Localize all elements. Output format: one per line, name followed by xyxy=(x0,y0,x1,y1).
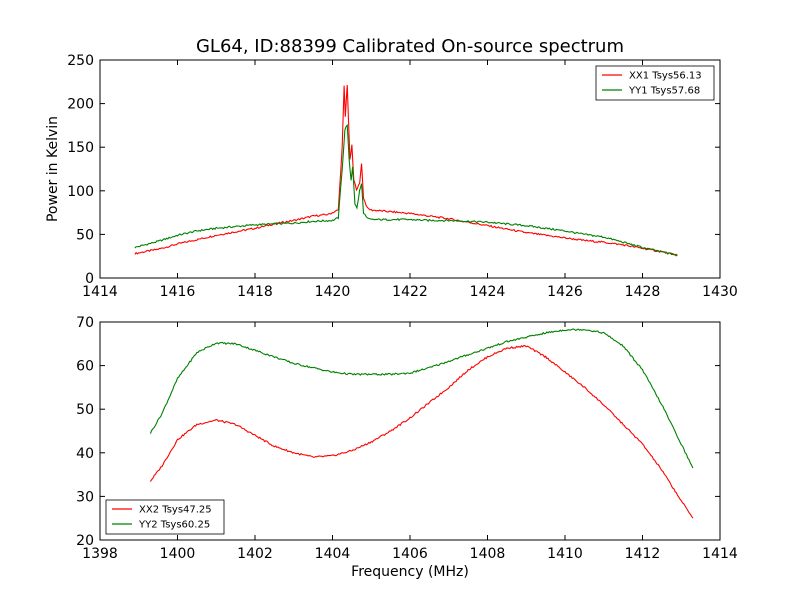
x-tick-label: 1412 xyxy=(625,546,661,562)
legend-box xyxy=(595,65,715,101)
series-line-2 xyxy=(149,328,694,469)
x-tick-label: 1410 xyxy=(547,546,583,562)
x-tick-label: 1426 xyxy=(547,284,583,300)
series-line-2 xyxy=(134,123,678,256)
x-tick-label: 1398 xyxy=(82,546,118,562)
y-tick-label: 50 xyxy=(76,402,94,418)
x-tick-label: 1404 xyxy=(315,546,351,562)
x-tick-label: 1400 xyxy=(160,546,196,562)
legend-entry-label: XX2 Tsys47.25 xyxy=(139,505,212,516)
y-tick-label: 200 xyxy=(67,97,94,113)
legend: XX1 Tsys56.13 YY1 Tsys57.68 xyxy=(595,65,715,101)
legend-entry-label: XX1 Tsys56.13 xyxy=(629,71,702,82)
legend-box xyxy=(105,499,225,535)
y-tick-label: 100 xyxy=(67,184,94,200)
y-axis-label: Power in Kelvin xyxy=(45,116,61,222)
x-tick-label: 1414 xyxy=(82,284,118,300)
chart-top-spectrum: GL64, ID:88399 Calibrated On-source spec… xyxy=(45,36,738,300)
x-axis-label: Frequency (MHz) xyxy=(351,564,469,580)
y-tick-label: 50 xyxy=(76,227,94,243)
legend-entry-label: YY1 Tsys57.68 xyxy=(628,86,700,97)
plot-area-top xyxy=(134,84,678,257)
y-tick-label: 150 xyxy=(67,140,94,156)
legend: XX2 Tsys47.25 YY2 Tsys60.25 xyxy=(105,499,225,535)
y-tick-label: 20 xyxy=(76,533,94,549)
y-tick-label: 40 xyxy=(76,446,94,462)
axes-frame-top xyxy=(99,59,721,279)
x-tick-label: 1430 xyxy=(702,284,738,300)
x-tick-label: 1406 xyxy=(392,546,428,562)
axes-ticks: 1414 1416 1418 1420 1422 1424 1426 1428 1430 0 50 1… xyxy=(67,53,738,300)
chart-title: GL64, ID:88399 Calibrated On-source spec… xyxy=(196,36,624,57)
x-tick-label: 1408 xyxy=(470,546,506,562)
axes-ticks: 1398 1400 1402 1404 1406 1408 1410 1412 1414 20 30… xyxy=(76,315,738,562)
x-tick-label: 1428 xyxy=(625,284,661,300)
x-tick-label: 1416 xyxy=(160,284,196,300)
x-tick-label: 1414 xyxy=(702,546,738,562)
x-tick-label: 1418 xyxy=(237,284,273,300)
x-tick-label: 1402 xyxy=(237,546,273,562)
y-tick-label: 30 xyxy=(76,489,94,505)
series-line-1 xyxy=(149,344,694,519)
x-tick-label: 1420 xyxy=(315,284,351,300)
series-line-1 xyxy=(134,84,678,257)
y-tick-label: 0 xyxy=(85,271,94,287)
chart-bottom-spectrum: Frequency (MHz) 1398 1400 1402 1404 1406 1408… xyxy=(76,315,738,580)
legend-entry-label: YY2 Tsys60.25 xyxy=(138,520,210,531)
x-tick-label: 1422 xyxy=(392,284,428,300)
x-tick-label: 1424 xyxy=(470,284,506,300)
y-tick-label: 250 xyxy=(67,53,94,69)
y-tick-label: 70 xyxy=(76,315,94,331)
axes-frame-bottom xyxy=(99,321,721,541)
y-tick-label: 60 xyxy=(76,359,94,375)
plot-area-bottom xyxy=(149,328,694,519)
